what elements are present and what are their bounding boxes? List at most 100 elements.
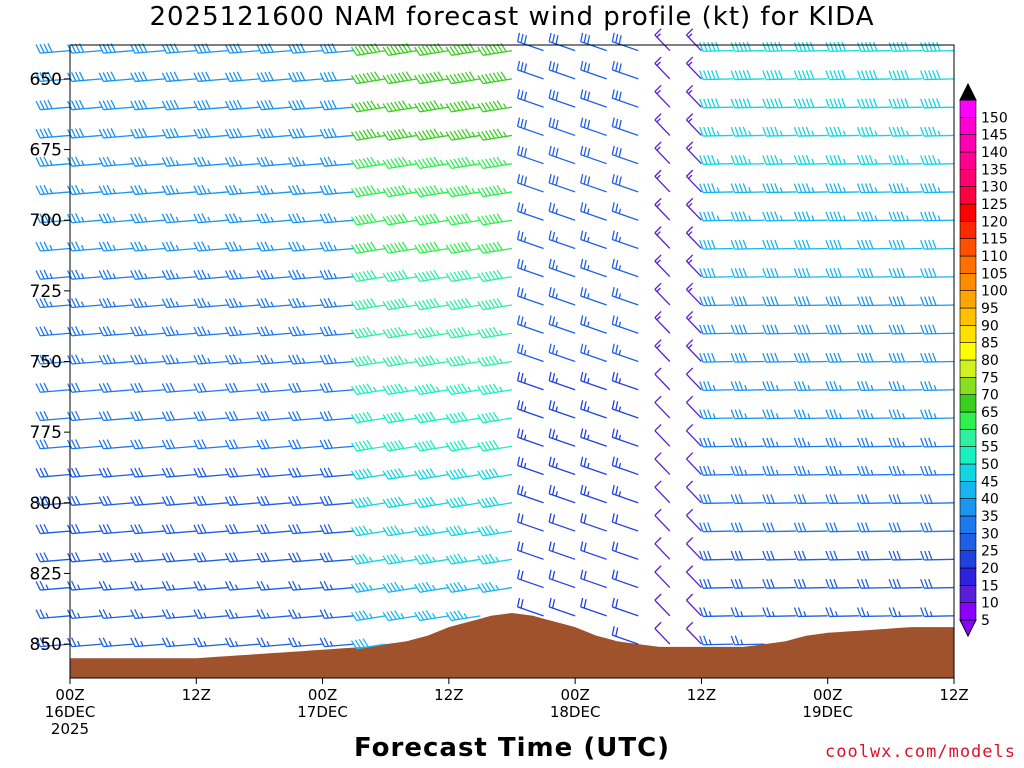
wind-barb: [67, 609, 102, 619]
wind-barb: [35, 269, 71, 280]
wind-barb: [611, 60, 639, 80]
wind-barb: [730, 465, 765, 476]
wind-barb: [350, 553, 386, 565]
wind-barb: [793, 437, 828, 448]
wind-barb: [67, 523, 102, 535]
wind-barb: [256, 269, 292, 280]
wind-barb: [67, 297, 102, 309]
wind-barb: [699, 494, 734, 505]
wind-barb: [699, 550, 734, 561]
wind-barb: [611, 484, 639, 504]
wind-barb: [477, 553, 513, 565]
wind-barb: [319, 71, 355, 83]
wind-barb: [762, 239, 797, 250]
wind-barb: [580, 371, 607, 391]
wind-barb: [288, 495, 323, 506]
wind-barb: [793, 267, 828, 279]
wind-barb: [516, 287, 544, 306]
wind-barb: [548, 32, 576, 52]
wind-barb: [445, 355, 481, 367]
wind-barb: [288, 382, 323, 393]
wind-barb: [548, 202, 576, 221]
wind-barb: [98, 99, 134, 111]
wind-barb: [699, 324, 734, 335]
wind-barb: [825, 465, 860, 476]
wind-barb: [319, 410, 355, 422]
credit-link[interactable]: coolwx.com/models: [825, 742, 1016, 762]
colorbar-min-arrow: [959, 619, 977, 638]
wind-barb: [685, 169, 702, 193]
wind-barb: [888, 41, 923, 52]
wind-barb: [611, 287, 639, 306]
x-tick-label: 00Z: [813, 686, 842, 704]
wind-barb: [654, 226, 671, 249]
wind-barb: [611, 597, 639, 617]
colorbar-cell: [959, 342, 977, 361]
wind-barb: [580, 541, 607, 560]
wind-barb: [888, 607, 923, 618]
colorbar-label: 80: [981, 353, 999, 369]
colorbar-label: 150: [981, 110, 1008, 126]
wind-barb: [224, 241, 260, 252]
wind-barb: [414, 184, 449, 198]
wind-barb: [654, 565, 671, 589]
wind-barb: [256, 523, 292, 535]
wind-barb: [516, 145, 544, 165]
wind-barb: [193, 467, 228, 478]
wind-barb: [67, 410, 102, 422]
colorbar-label: 35: [981, 509, 999, 525]
wind-barb: [319, 184, 355, 196]
wind-barb: [477, 128, 513, 141]
wind-barb: [548, 513, 576, 532]
wind-barb: [193, 213, 228, 224]
wind-barb: [762, 550, 797, 561]
wind-barb: [256, 382, 292, 393]
wind-barb: [856, 550, 891, 561]
wind-barb: [256, 184, 292, 196]
wind-barb: [825, 578, 860, 589]
wind-barb: [516, 315, 544, 334]
wind-barb: [477, 383, 513, 396]
wind-barb: [516, 371, 544, 391]
colorbar-cell: [959, 446, 977, 465]
wind-barb: [161, 184, 197, 196]
wind-barb: [35, 410, 71, 422]
wind-barb: [382, 156, 418, 169]
wind-barb: [35, 99, 71, 111]
wind-barb: [193, 523, 228, 535]
wind-barb: [699, 409, 734, 420]
wind-barb: [350, 638, 386, 650]
y-tick-label: 725: [30, 282, 62, 302]
wind-barb: [414, 326, 449, 339]
wind-barb: [319, 580, 355, 591]
wind-barb: [548, 145, 576, 165]
wind-barb: [730, 352, 765, 363]
wind-barb: [762, 324, 797, 335]
wind-barb: [793, 126, 828, 137]
colorbar-label: 145: [981, 128, 1008, 144]
colorbar-cell: [959, 151, 977, 170]
x-tick-label: 18DEC: [550, 703, 601, 721]
wind-barb: [288, 184, 323, 196]
x-tick-label: 12Z: [687, 686, 716, 704]
wind-barb: [256, 43, 292, 54]
wind-barb: [224, 184, 260, 196]
wind-barb: [548, 343, 576, 363]
wind-barb: [350, 269, 386, 283]
wind-barb: [382, 610, 418, 622]
wind-barb: [98, 495, 134, 506]
wind-barb: [685, 254, 702, 278]
wind-barb: [762, 465, 797, 476]
wind-barb: [477, 100, 513, 113]
wind-barb: [350, 71, 386, 85]
wind-barb: [35, 297, 71, 309]
wind-barb: [730, 126, 765, 137]
wind-barb: [35, 382, 71, 393]
wind-barb: [920, 522, 955, 533]
colorbar-label: 100: [981, 284, 1008, 300]
wind-barb: [414, 468, 449, 480]
wind-barb: [685, 56, 702, 80]
wind-barb: [856, 154, 891, 165]
wind-barb: [888, 154, 923, 165]
wind-barb: [477, 468, 513, 480]
